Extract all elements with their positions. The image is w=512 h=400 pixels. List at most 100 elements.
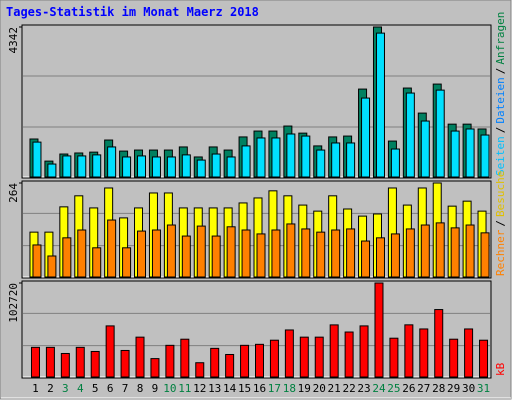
bar bbox=[346, 142, 356, 178]
bar bbox=[420, 120, 430, 178]
bar bbox=[301, 135, 311, 178]
bar bbox=[240, 344, 250, 378]
bar bbox=[150, 358, 160, 378]
legend-entry: Seiten bbox=[494, 136, 507, 176]
bar bbox=[449, 338, 459, 378]
legend-entry: kB bbox=[494, 362, 507, 376]
x-tick-label: 2 bbox=[47, 382, 54, 395]
bar bbox=[404, 324, 414, 378]
bar bbox=[465, 224, 475, 278]
bar bbox=[105, 325, 115, 378]
x-tick-label: 31 bbox=[477, 382, 490, 395]
bar bbox=[329, 324, 339, 378]
bar bbox=[196, 159, 206, 178]
x-tick-label: 1 bbox=[32, 382, 39, 395]
x-tick-label: 15 bbox=[238, 382, 251, 395]
legend: Rechner / Besuche bbox=[494, 171, 507, 276]
x-tick-label: 21 bbox=[328, 382, 341, 395]
bar bbox=[284, 329, 294, 378]
bar bbox=[256, 233, 266, 278]
bar bbox=[210, 347, 220, 378]
x-tick-label: 16 bbox=[253, 382, 266, 395]
x-tick-label: 14 bbox=[223, 382, 237, 395]
x-tick-label: 28 bbox=[432, 382, 445, 395]
bar bbox=[389, 337, 399, 378]
legend-entry: Anfragen bbox=[494, 12, 507, 65]
bar bbox=[166, 156, 176, 178]
bar bbox=[405, 228, 415, 278]
bar bbox=[32, 244, 42, 278]
bar bbox=[92, 247, 102, 278]
bar bbox=[151, 229, 161, 278]
bar bbox=[30, 346, 40, 378]
bar bbox=[32, 141, 42, 178]
bar bbox=[435, 89, 445, 178]
bar bbox=[331, 142, 341, 178]
x-tick-label: 11 bbox=[178, 382, 191, 395]
bar bbox=[390, 148, 400, 178]
bar bbox=[225, 353, 235, 378]
bar bbox=[47, 163, 57, 178]
bar bbox=[211, 235, 221, 278]
bar bbox=[450, 227, 460, 278]
bar bbox=[181, 154, 191, 178]
bar bbox=[196, 225, 206, 278]
bar bbox=[60, 352, 70, 378]
x-tick-label: 18 bbox=[283, 382, 296, 395]
x-tick-label: 24 bbox=[372, 382, 386, 395]
bar bbox=[195, 362, 205, 378]
bar bbox=[180, 338, 190, 378]
bar bbox=[137, 155, 147, 178]
x-tick-label: 4 bbox=[77, 382, 84, 395]
x-tick-label: 8 bbox=[137, 382, 144, 395]
bar bbox=[226, 226, 236, 278]
x-tick-label: 6 bbox=[107, 382, 114, 395]
bar bbox=[314, 336, 324, 378]
legend-separator: / bbox=[494, 127, 507, 134]
legend: Seiten / Dateien / Anfragen bbox=[494, 12, 507, 176]
x-tick-label: 7 bbox=[122, 382, 129, 395]
bar bbox=[241, 145, 251, 178]
bar bbox=[465, 128, 475, 178]
x-tick-label: 20 bbox=[313, 382, 326, 395]
bar bbox=[464, 328, 474, 378]
bar bbox=[331, 229, 341, 278]
bar bbox=[419, 328, 429, 378]
bar bbox=[90, 350, 100, 378]
x-tick-label: 12 bbox=[193, 382, 206, 395]
bar bbox=[122, 156, 132, 178]
bar bbox=[77, 229, 87, 278]
x-tick-label: 3 bbox=[62, 382, 69, 395]
bar bbox=[480, 134, 490, 178]
bar bbox=[480, 232, 490, 278]
bar bbox=[181, 235, 191, 278]
bar bbox=[241, 229, 251, 278]
x-tick-label: 5 bbox=[92, 382, 99, 395]
bar bbox=[151, 156, 161, 178]
legend: kB bbox=[494, 362, 507, 376]
legend-entry: Dateien bbox=[494, 77, 507, 123]
bar bbox=[435, 222, 445, 278]
bar bbox=[107, 146, 117, 178]
bar bbox=[361, 240, 371, 278]
bar bbox=[256, 137, 266, 178]
x-tick-label: 26 bbox=[402, 382, 415, 395]
bar bbox=[107, 219, 117, 278]
x-tick-label: 9 bbox=[152, 382, 159, 395]
x-tick-label: 17 bbox=[268, 382, 281, 395]
x-tick-label: 25 bbox=[387, 382, 400, 395]
bar bbox=[255, 343, 264, 378]
bar bbox=[316, 149, 326, 178]
bar bbox=[479, 339, 489, 378]
legend-separator: / bbox=[494, 220, 507, 227]
bar bbox=[47, 255, 57, 278]
bar bbox=[420, 224, 430, 278]
bar bbox=[301, 228, 311, 278]
x-tick-label: 19 bbox=[298, 382, 311, 395]
bar bbox=[346, 228, 356, 278]
legend-entry: Besuche bbox=[494, 171, 507, 217]
x-tick-label: 23 bbox=[357, 382, 370, 395]
x-tick-label: 27 bbox=[417, 382, 430, 395]
bar bbox=[269, 339, 279, 378]
